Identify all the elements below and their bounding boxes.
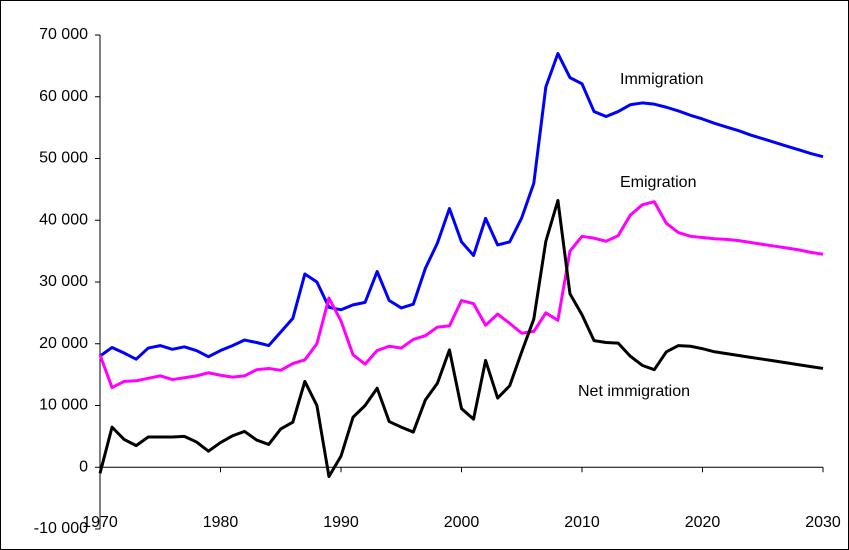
series-line xyxy=(99,52,824,361)
series-label: Immigration xyxy=(620,71,704,88)
x-tick-label: 2020 xyxy=(685,514,721,531)
y-tick-label: 10 000 xyxy=(39,397,88,414)
x-tick-label: 1970 xyxy=(82,514,118,531)
y-tick-label: 50 000 xyxy=(39,150,88,167)
x-tick-label: 1980 xyxy=(203,514,239,531)
y-tick-label: 60 000 xyxy=(39,88,88,105)
y-tick-label: 70 000 xyxy=(39,26,88,43)
x-tick-label: 2030 xyxy=(805,514,841,531)
series-line xyxy=(98,200,824,390)
series-line xyxy=(98,198,824,479)
y-tick-label: 20 000 xyxy=(39,335,88,352)
x-tick-label: 2000 xyxy=(444,514,480,531)
series-label: Net immigration xyxy=(578,383,690,400)
x-tick-label: 2010 xyxy=(564,514,600,531)
y-tick-label: 40 000 xyxy=(39,211,88,228)
y-tick-label: -10 000 xyxy=(34,520,88,537)
x-tick-label: 1990 xyxy=(323,514,359,531)
y-tick-label: 30 000 xyxy=(39,273,88,290)
series-label: Emigration xyxy=(620,174,696,191)
y-tick-label: 0 xyxy=(79,458,88,475)
